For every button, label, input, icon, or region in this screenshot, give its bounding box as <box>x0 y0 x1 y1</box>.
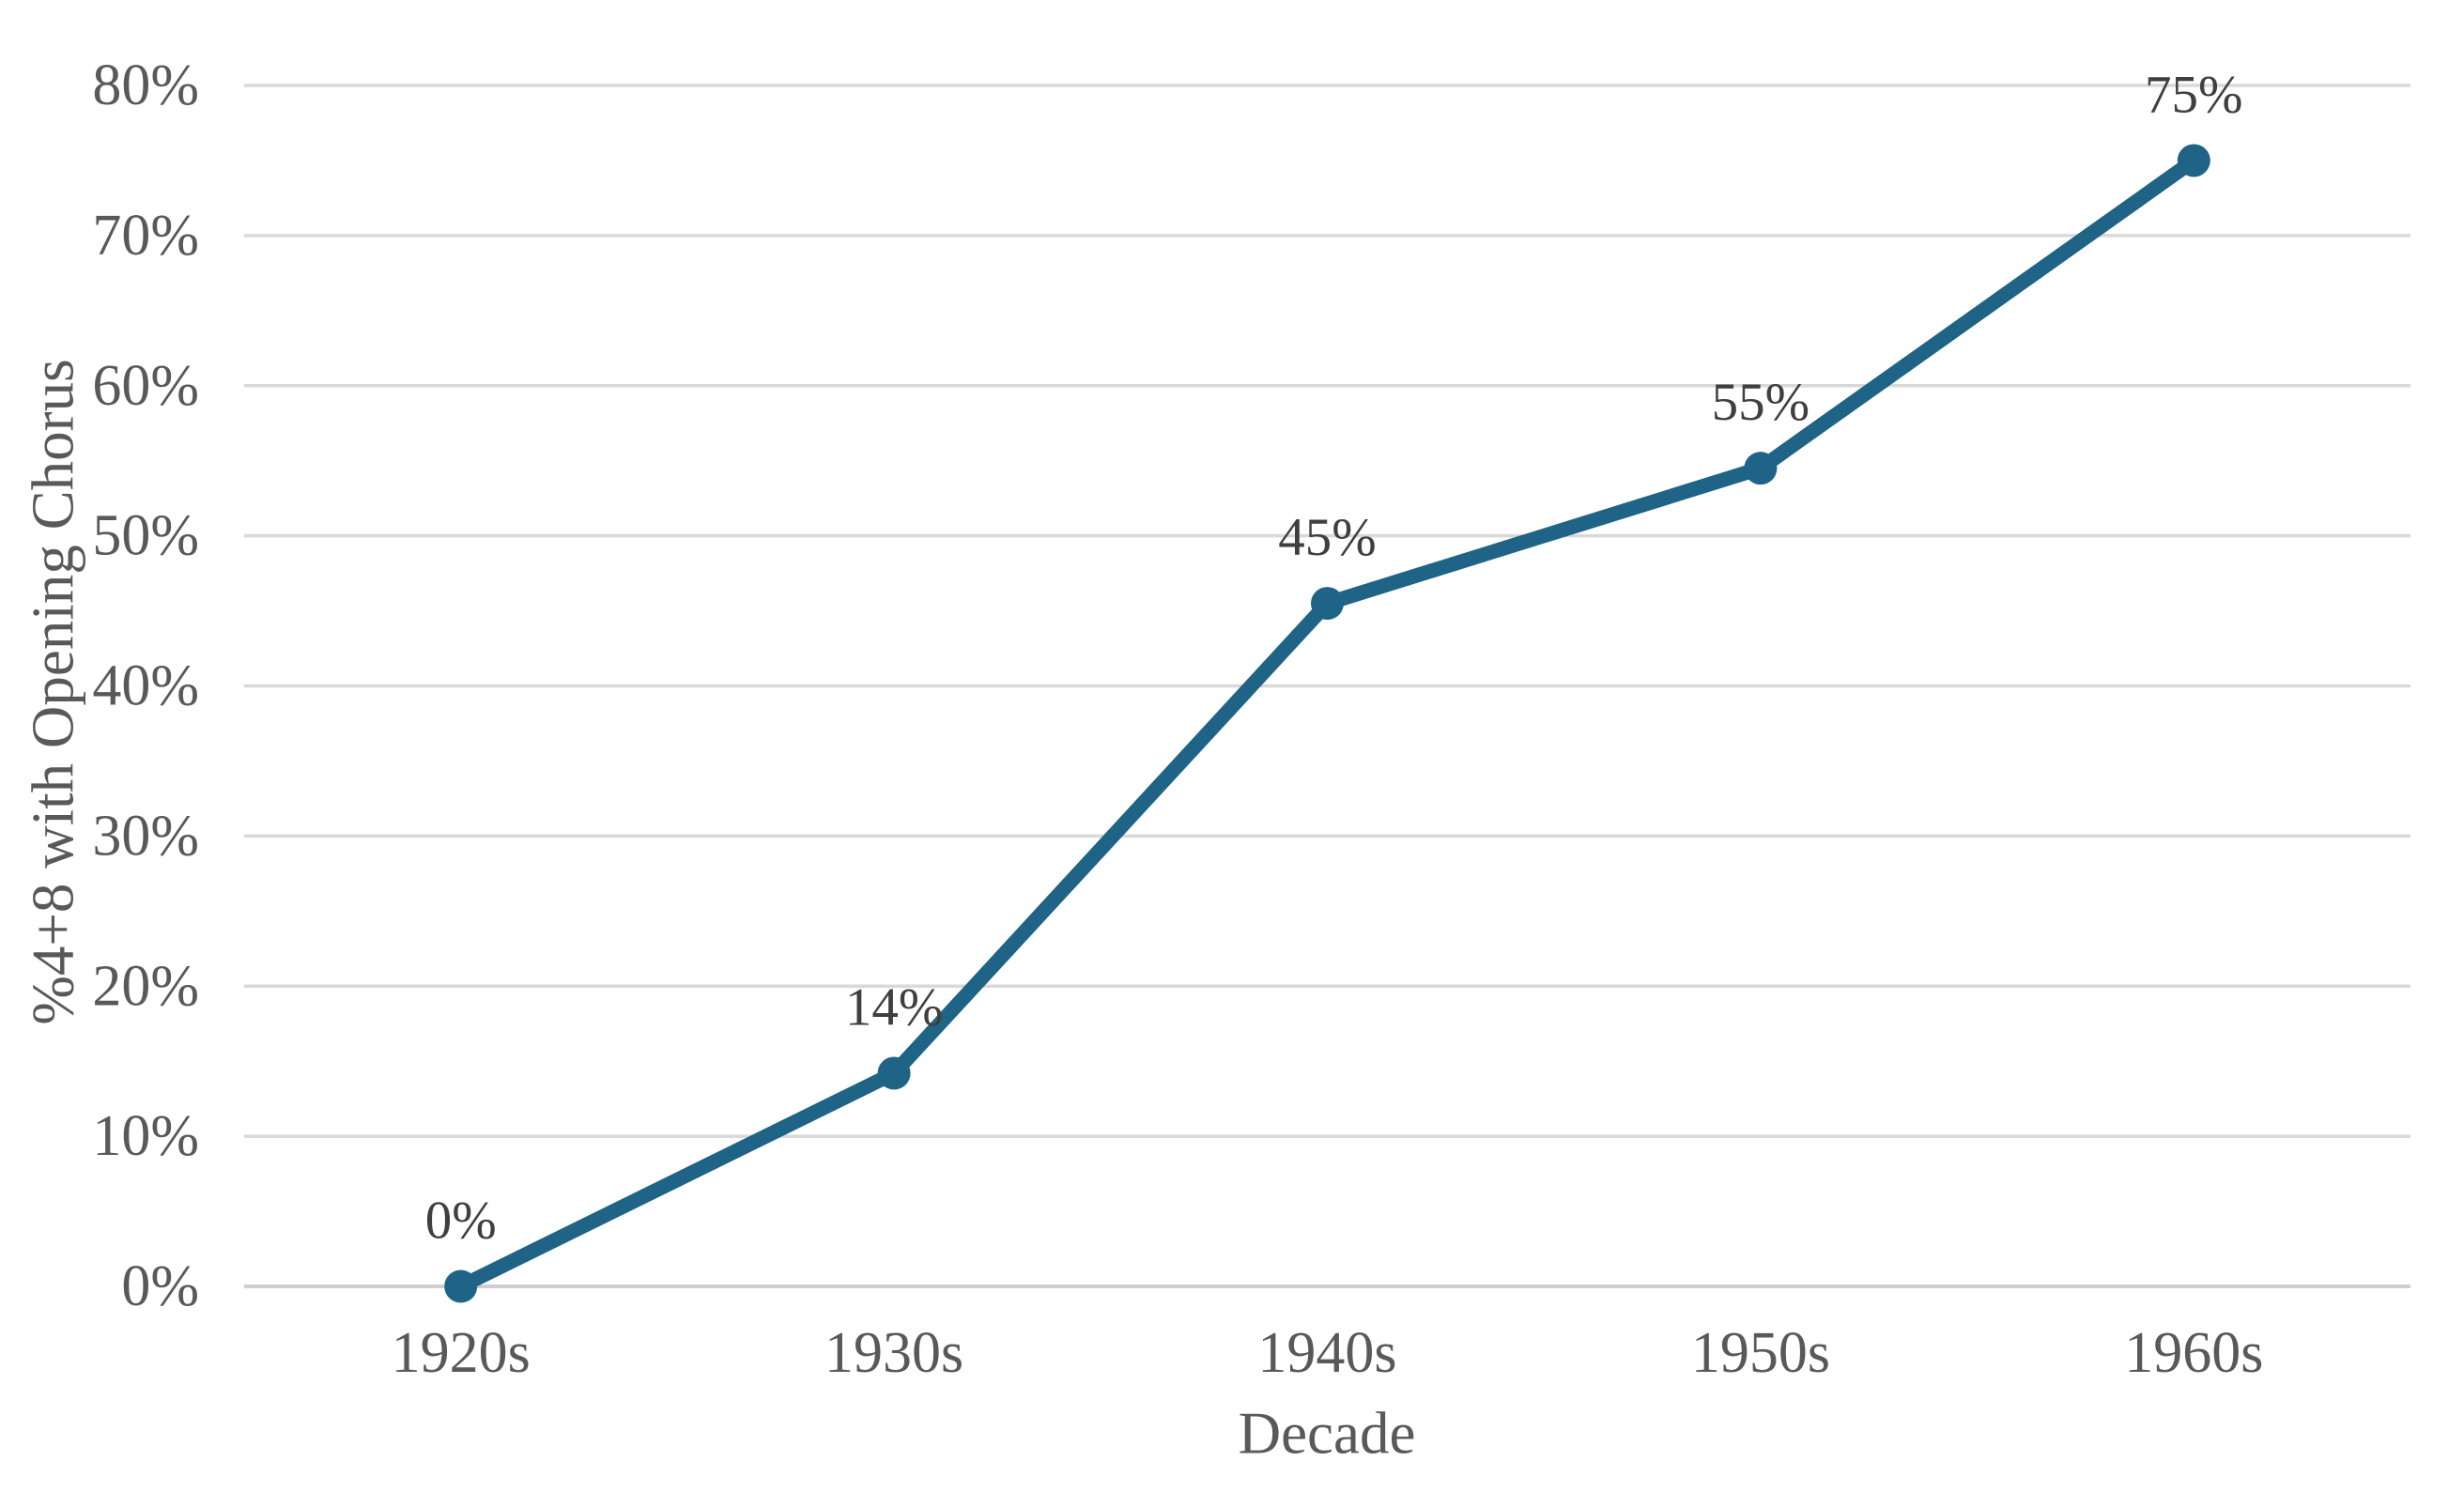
data-label: 14% <box>845 977 943 1037</box>
x-tick-label: 1940s <box>1257 1321 1396 1385</box>
y-axis-title: %4+8 with Opening Chorus <box>20 359 86 1025</box>
y-tick-label: 20% <box>92 954 199 1018</box>
x-tick-label: 1960s <box>2124 1321 2263 1385</box>
data-point-marker <box>877 1056 911 1090</box>
y-tick-label: 60% <box>92 354 199 418</box>
data-point-marker <box>2177 144 2210 177</box>
data-label: 45% <box>1278 508 1376 567</box>
y-tick-label: 10% <box>92 1104 199 1168</box>
y-tick-label: 30% <box>92 804 199 868</box>
y-tick-label: 80% <box>92 54 199 117</box>
y-tick-label: 0% <box>121 1254 199 1318</box>
data-label: 55% <box>1712 373 1810 432</box>
y-tick-label: 40% <box>92 654 199 718</box>
data-point-marker <box>1311 587 1344 621</box>
x-axis-title: Decade <box>1238 1400 1416 1467</box>
series-line <box>453 153 2202 1294</box>
x-tick-label: 1930s <box>824 1321 963 1385</box>
x-tick-label: 1920s <box>392 1321 531 1385</box>
y-tick-label: 70% <box>92 204 199 268</box>
data-label: 0% <box>425 1192 497 1251</box>
data-label: 75% <box>2145 65 2242 124</box>
y-tick-label: 50% <box>92 504 199 568</box>
data-point-marker <box>444 1269 478 1303</box>
data-point-marker <box>1744 452 1778 485</box>
x-tick-label: 1950s <box>1691 1321 1830 1385</box>
